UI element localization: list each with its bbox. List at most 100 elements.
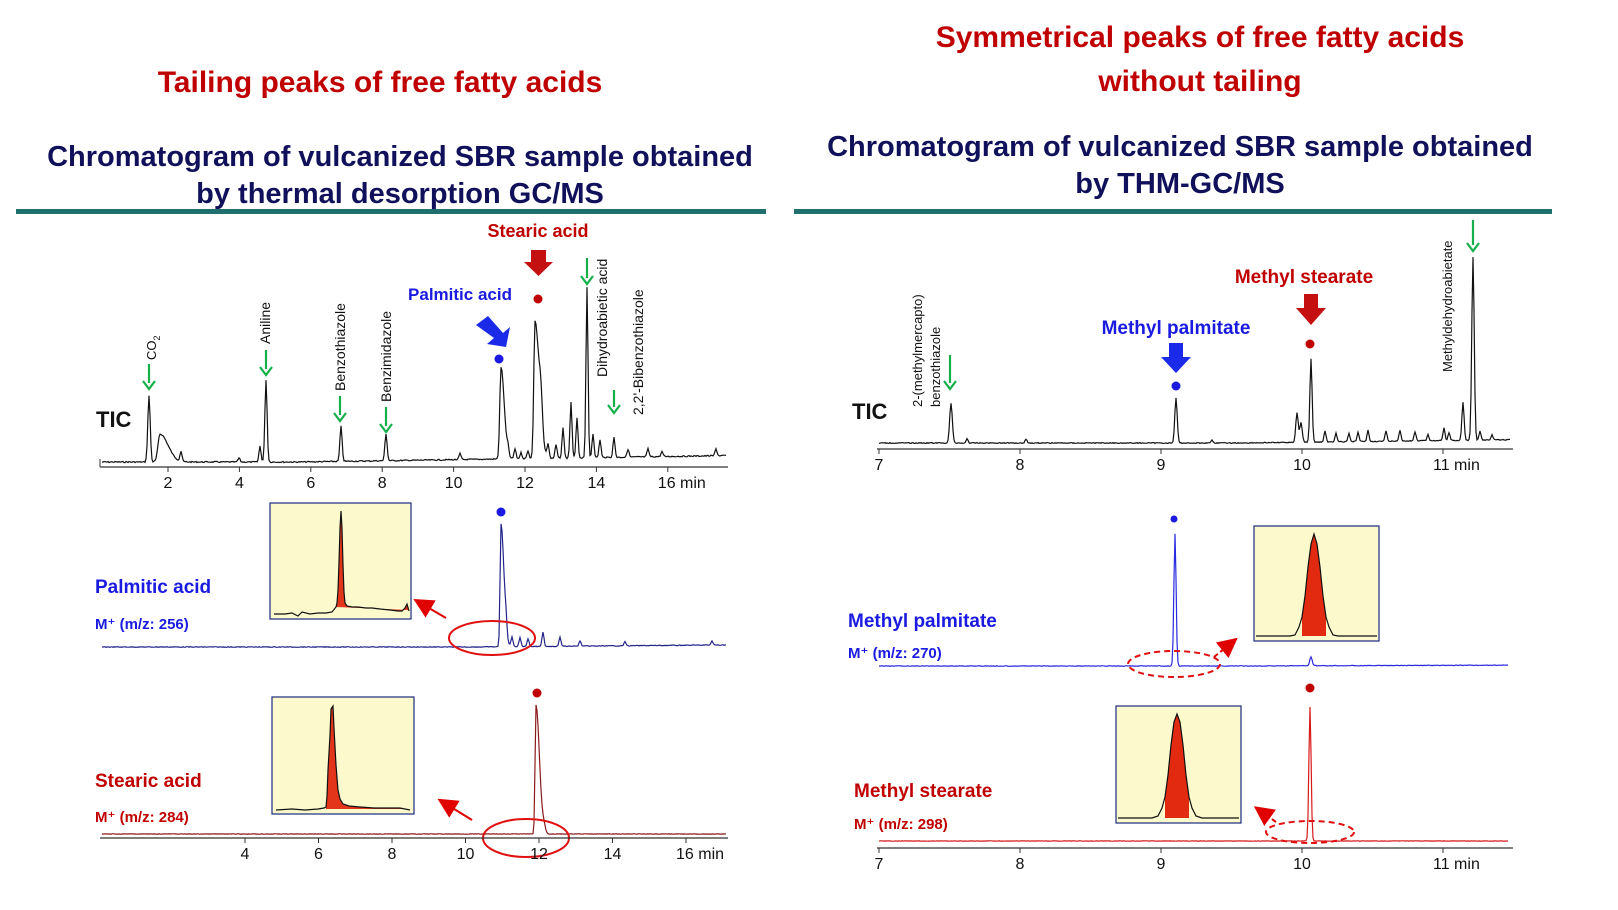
right-compound-labels: 2-(methylmercapto) benzothiazole Methyld…: [910, 240, 1455, 407]
left-subtitle: Chromatogram of vulcanized SBR sample ob…: [20, 139, 780, 213]
right-top-tick-label: 11 min: [1433, 457, 1480, 474]
left-divider: [16, 209, 766, 214]
stearic-trace-name: Stearic acid: [95, 771, 202, 792]
left-tic-label: TIC: [96, 407, 132, 432]
left-bottom-tick-label: 8: [388, 846, 397, 863]
arrow-aniline-head: [259, 366, 273, 377]
palmitate-symmetric-highlight: [1127, 650, 1221, 678]
left-bottom-axis: 4 6 8 10 12 14 16 min: [100, 837, 728, 863]
methyl-stearate-trace-marker: [1305, 683, 1315, 693]
left-bottom-tick-label: 10: [457, 846, 475, 863]
left-top-tick-label: 4: [235, 475, 244, 492]
palmitic-trace: [101, 523, 727, 648]
left-subtitle-line2: by thermal desorption GC/MS: [196, 178, 604, 210]
label-methylmercapto: 2-(methylmercapto): [910, 294, 925, 407]
left-bottom-tick-label: 4: [241, 846, 250, 863]
stearate-peak-marker: [1305, 339, 1315, 349]
label-bibenzothiazole: 2,2'-Bibenzothiazole: [630, 289, 646, 415]
left-top-tick-label: 6: [306, 475, 315, 492]
right-heading-line2: without tailing: [1098, 65, 1302, 98]
stearic-callout-arrow: [524, 250, 553, 276]
left-top-tick-label: 16 min: [658, 475, 706, 492]
left-compound-labels: CO2 Aniline Benzothiazole Benzimidazole …: [144, 259, 646, 415]
methyl-stearate-trace: [878, 706, 1509, 842]
methyl-stearate-callout: Methyl stearate: [1235, 267, 1373, 288]
left-compound-arrows: [142, 258, 621, 434]
left-bottom-tick-label: 14: [604, 846, 622, 863]
stearic-peak-marker: [533, 294, 543, 304]
right-bottom-tick-label: 7: [875, 856, 884, 873]
stearic-acid-callout: Stearic acid: [487, 221, 588, 241]
arrow-benzimidazole-head: [379, 423, 393, 434]
left-tic-trace: [101, 287, 727, 464]
right-top-tick-label: 10: [1293, 457, 1311, 474]
left-top-tick-label: 10: [445, 475, 463, 492]
methyl-stearate-trace-name: Methyl stearate: [854, 781, 992, 802]
palmitic-trace-name: Palmitic acid: [95, 577, 211, 598]
arrow-methylmercapto-head: [943, 380, 957, 391]
right-bottom-axis: 7 8 9 10 11 min: [875, 847, 1513, 873]
stearic-trace: [101, 704, 727, 835]
methyl-palmitate-trace-marker: [1170, 515, 1178, 523]
left-top-tick-label: 14: [588, 475, 606, 492]
left-tic-axis: 2 4 6 8 10 12 14 16 min: [99, 459, 728, 492]
label-benzothiazole-r: benzothiazole: [928, 327, 943, 407]
stearate-callout-arrow: [1296, 294, 1326, 325]
methyl-palmitate-trace-ion: M⁺ (m/z: 270): [848, 645, 942, 662]
arrow-bibenzothiazole-head: [607, 404, 621, 415]
palmitic-trace-ion: M⁺ (m/z: 256): [95, 616, 189, 633]
right-top-tick-label: 9: [1157, 457, 1166, 474]
stearic-trace-marker: [532, 688, 542, 698]
label-co2: CO2: [144, 335, 162, 360]
stearate-zoom-arrow: [1253, 806, 1277, 826]
left-bottom-tick-label: 12: [530, 846, 548, 863]
palmitic-callout-arrow: [476, 316, 510, 347]
label-dihydroabietic-acid: Dihydroabietic acid: [594, 259, 610, 377]
right-top-tick-label: 8: [1016, 457, 1025, 474]
label-benzothiazole: Benzothiazole: [332, 303, 348, 391]
palmitic-trace-marker: [496, 507, 506, 517]
right-bottom-tick-label: 10: [1293, 856, 1311, 873]
right-tic-axis: 7 8 9 10 11 min: [875, 448, 1513, 474]
right-heading-line1: Symmetrical peaks of free fatty acids: [935, 21, 1465, 54]
label-methyldehydroabietate: Methyldehydroabietate: [1440, 240, 1455, 372]
left-top-tick-label: 2: [164, 475, 173, 492]
right-bottom-tick-label: 11 min: [1433, 856, 1480, 873]
methyl-stearate-zoom-inset: [1115, 705, 1242, 824]
left-bottom-tick-label: 16 min: [676, 846, 724, 863]
left-top-tick-label: 12: [516, 475, 534, 492]
arrow-dihydroabietic-head: [580, 275, 594, 286]
palmitic-acid-callout: Palmitic acid: [408, 285, 512, 304]
right-top-tick-label: 7: [875, 457, 884, 474]
right-subtitle-line1: Chromatogram of vulcanized SBR sample ob…: [827, 131, 1533, 163]
right-compound-arrows: [943, 220, 1480, 391]
left-bottom-tick-label: 6: [314, 846, 323, 863]
stearic-zoom-inset: [271, 696, 415, 815]
label-aniline: Aniline: [257, 302, 273, 344]
left-top-tick-label: 8: [378, 475, 387, 492]
right-heading: Symmetrical peaks of free fatty acids wi…: [860, 16, 1540, 104]
palmitic-zoom-inset: [269, 502, 412, 620]
stearic-trace-ion: M⁺ (m/z: 284): [95, 809, 189, 826]
stearate-symmetric-highlight: [1265, 820, 1355, 844]
stearic-zoom-arrow: [437, 798, 473, 821]
methyl-palmitate-zoom-inset: [1253, 525, 1380, 642]
methyl-palmitate-trace: [879, 533, 1509, 667]
right-tic-label: TIC: [852, 399, 888, 424]
arrow-benzothiazole-head: [333, 412, 347, 423]
right-subtitle-line2: by THM-GC/MS: [1075, 168, 1285, 200]
right-subtitle: Chromatogram of vulcanized SBR sample ob…: [800, 129, 1560, 203]
palmitic-peak-marker: [494, 354, 504, 364]
arrow-methyldehydroabietate-head: [1466, 242, 1480, 253]
palmitic-zoom-arrow: [413, 598, 447, 619]
palmitate-callout-arrow: [1161, 343, 1191, 373]
left-subtitle-line1: Chromatogram of vulcanized SBR sample ob…: [47, 141, 753, 173]
methyl-palmitate-callout: Methyl palmitate: [1102, 318, 1251, 339]
right-bottom-tick-label: 8: [1016, 856, 1025, 873]
arrow-co2-head: [142, 380, 156, 391]
palmitic-tailing-highlight: [448, 620, 536, 656]
left-heading: Tailing peaks of free fatty acids: [157, 66, 603, 99]
methyl-palmitate-trace-name: Methyl palmitate: [848, 611, 997, 632]
methyl-stearate-trace-ion: M⁺ (m/z: 298): [854, 816, 948, 833]
